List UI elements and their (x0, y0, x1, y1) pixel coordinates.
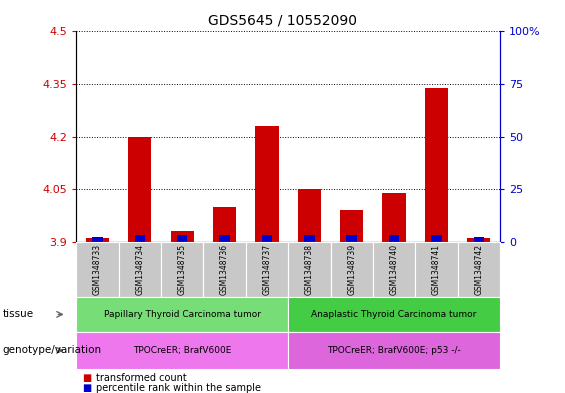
Text: GSM1348737: GSM1348737 (263, 244, 271, 295)
Text: GSM1348739: GSM1348739 (347, 244, 356, 295)
Bar (383, 193, 406, 242)
Bar (213, 207, 236, 242)
Bar (340, 210, 363, 242)
Bar (431, 235, 442, 242)
Text: GSM1348734: GSM1348734 (136, 244, 144, 295)
Text: GSM1348733: GSM1348733 (93, 244, 102, 295)
Bar (134, 235, 145, 242)
Bar (86, 238, 109, 242)
Text: GSM1348736: GSM1348736 (220, 244, 229, 295)
Text: ■: ■ (82, 373, 91, 383)
Bar (128, 136, 151, 242)
Bar (304, 235, 315, 242)
Text: transformed count: transformed count (96, 373, 187, 383)
Bar (467, 238, 490, 242)
Text: GSM1348741: GSM1348741 (432, 244, 441, 295)
Text: Papillary Thyroid Carcinoma tumor: Papillary Thyroid Carcinoma tumor (104, 310, 260, 319)
Text: Anaplastic Thyroid Carcinoma tumor: Anaplastic Thyroid Carcinoma tumor (311, 310, 477, 319)
Text: GSM1348742: GSM1348742 (475, 244, 483, 295)
Text: GSM1348735: GSM1348735 (178, 244, 186, 295)
Text: ■: ■ (82, 383, 91, 393)
Text: tissue: tissue (3, 309, 34, 320)
Bar (177, 235, 188, 242)
Text: genotype/variation: genotype/variation (3, 345, 102, 355)
Bar (262, 235, 272, 242)
Text: GDS5645 / 10552090: GDS5645 / 10552090 (208, 14, 357, 28)
Bar (473, 237, 484, 242)
Bar (389, 235, 399, 242)
Bar (425, 88, 448, 242)
Text: percentile rank within the sample: percentile rank within the sample (96, 383, 261, 393)
Text: TPOCreER; BrafV600E; p53 -/-: TPOCreER; BrafV600E; p53 -/- (327, 346, 461, 355)
Text: GSM1348738: GSM1348738 (305, 244, 314, 295)
Bar (219, 235, 230, 242)
Bar (92, 237, 103, 242)
Bar (171, 231, 194, 242)
Bar (298, 189, 321, 242)
Bar (346, 235, 357, 242)
Bar (255, 126, 279, 242)
Text: GSM1348740: GSM1348740 (390, 244, 398, 295)
Text: TPOCreER; BrafV600E: TPOCreER; BrafV600E (133, 346, 232, 355)
